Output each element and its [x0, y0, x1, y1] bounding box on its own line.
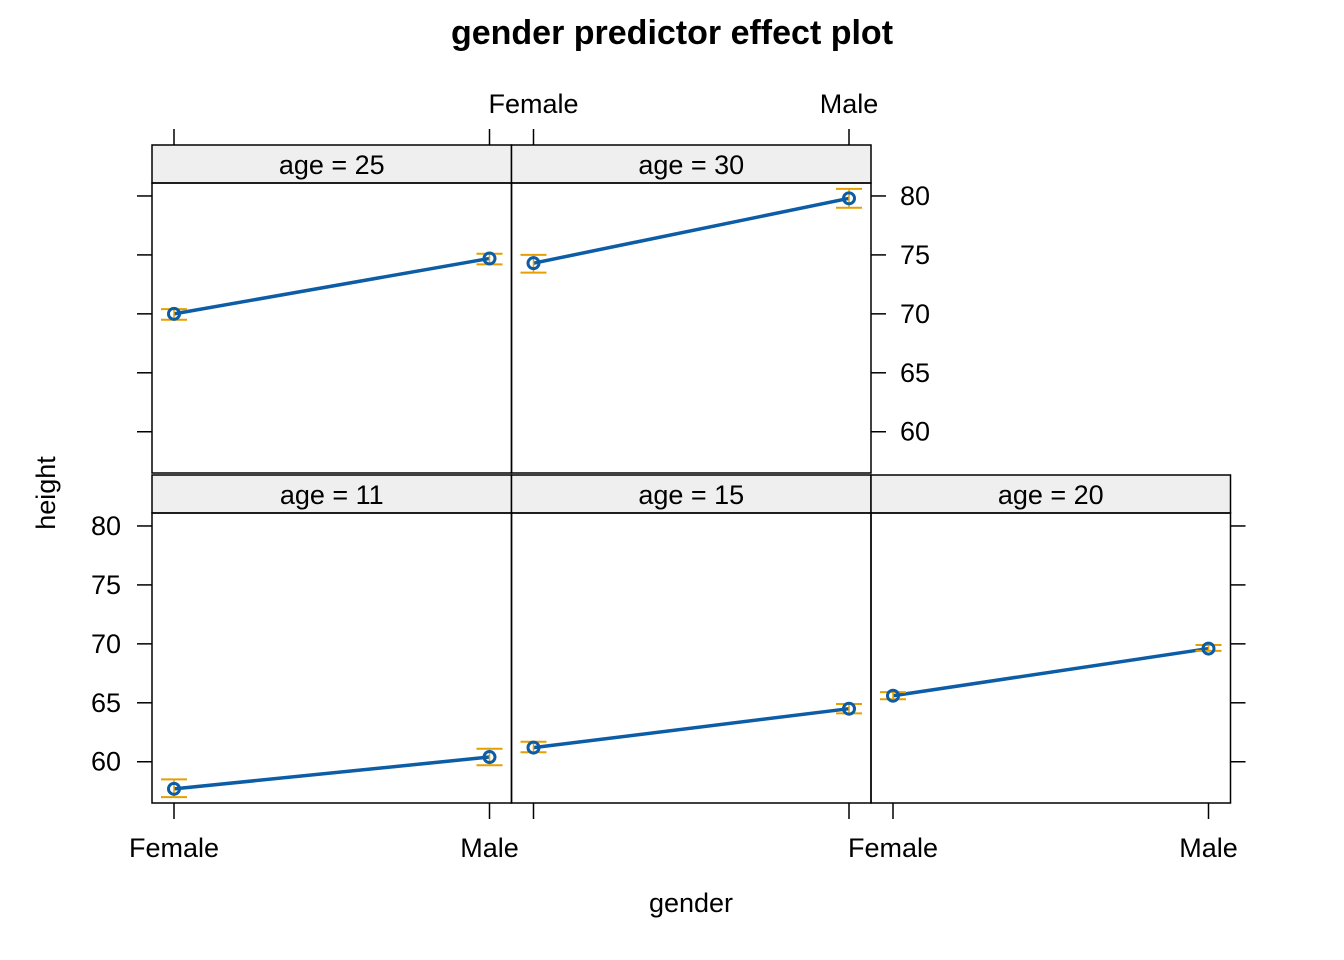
data-point — [842, 191, 856, 206]
x-tick-label: Female — [129, 833, 219, 863]
strip — [151, 474, 513, 514]
x-axis-label: gender — [649, 888, 733, 918]
data-point — [842, 701, 856, 716]
strip-label: age = 11 — [280, 480, 384, 510]
chart-title: gender predictor effect plot — [451, 14, 893, 52]
y-tick-label: 70 — [91, 629, 121, 659]
y-tick-label: 65 — [91, 688, 121, 718]
x-tick-label: Female — [488, 89, 578, 119]
strip — [510, 474, 872, 514]
panel-frame — [510, 182, 872, 474]
data-point — [1201, 641, 1216, 656]
series-line — [173, 256, 490, 316]
axes: 60 65 70 75 80 60 65 70 75 80 Female Male Female Male… — [91, 89, 1246, 863]
data-point — [482, 251, 497, 266]
data-point — [526, 256, 541, 271]
y-tick-label: 80 — [91, 511, 121, 541]
panel-frame — [151, 182, 513, 474]
y-tick-label: 75 — [91, 570, 121, 600]
data-point — [526, 740, 541, 755]
panel-age-15: age = 15 — [510, 474, 872, 804]
y-tick-label: 60 — [900, 417, 930, 447]
panel-age-25: age = 25 — [151, 144, 513, 474]
x-tick-label: Male — [1179, 833, 1238, 863]
series-line — [533, 196, 850, 265]
data-point — [482, 750, 497, 765]
y-tick-label: 75 — [900, 240, 930, 270]
x-tick-label: Male — [820, 89, 879, 119]
series-line — [533, 706, 850, 750]
data-point — [167, 781, 181, 796]
series-line — [173, 755, 490, 791]
y-axis-label: height — [31, 456, 61, 530]
y-tick-label: 60 — [91, 747, 121, 777]
strip-label: age = 25 — [279, 150, 385, 180]
x-tick-label: Male — [460, 833, 519, 863]
panel-age-20: age = 20 — [870, 474, 1232, 804]
y-tick-label: 70 — [900, 299, 930, 329]
panel-age-11: age = 11 — [151, 474, 513, 804]
panel-frame — [870, 512, 1232, 804]
panel-age-30: age = 30 — [510, 144, 872, 474]
y-tick-label: 80 — [900, 181, 930, 211]
strip-label: age = 20 — [998, 480, 1104, 510]
strip-label: age = 30 — [638, 150, 744, 180]
series-line — [892, 646, 1209, 698]
strip — [870, 474, 1232, 514]
panel-frame — [510, 512, 872, 804]
y-tick-label: 65 — [900, 358, 930, 388]
data-point — [886, 688, 900, 703]
x-tick-label: Female — [848, 833, 938, 863]
strip-label: age = 15 — [638, 480, 744, 510]
data-point — [167, 306, 181, 321]
